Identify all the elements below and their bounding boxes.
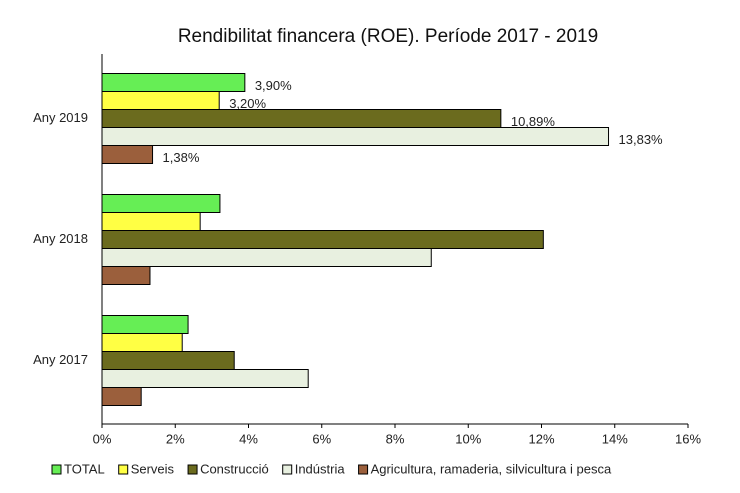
legend-label: TOTAL [64, 461, 105, 476]
legend-swatch [282, 464, 293, 475]
bar [101, 194, 221, 213]
x-tick-label: 14% [602, 431, 628, 446]
bar [101, 351, 235, 370]
x-tick-label: 4% [239, 431, 258, 446]
y-tick-label: Any 2019 [33, 110, 88, 125]
bar [101, 266, 151, 285]
x-tick-label: 6% [312, 431, 331, 446]
bar [101, 230, 544, 249]
legend-swatch [358, 464, 369, 475]
value-label: 1,38% [163, 150, 200, 165]
bar [101, 387, 142, 406]
bar [101, 212, 201, 231]
chart-title: Rendibilitat financera (ROE). Període 20… [178, 26, 598, 47]
legend-swatch [118, 464, 129, 475]
bar [101, 145, 154, 164]
bar [101, 248, 432, 267]
legend-label: Indústria [295, 461, 346, 476]
x-tick-label: 2% [166, 431, 185, 446]
y-tick-label: Any 2017 [33, 352, 88, 367]
bar [101, 315, 189, 334]
bar [101, 73, 246, 92]
bar [101, 333, 183, 352]
x-tick-label: 12% [528, 431, 554, 446]
bar [101, 91, 220, 110]
y-tick-label: Any 2018 [33, 231, 88, 246]
value-label: 13,83% [619, 132, 664, 147]
x-tick-label: 16% [675, 431, 701, 446]
legend-label: Construcció [200, 461, 269, 476]
value-label: 3,90% [255, 78, 292, 93]
bar [101, 109, 502, 128]
legend-label: Serveis [131, 461, 175, 476]
x-tick-label: 0% [93, 431, 112, 446]
bar [101, 369, 309, 388]
value-label: 3,20% [229, 96, 266, 111]
value-label: 10,89% [511, 114, 556, 129]
x-tick-label: 10% [455, 431, 481, 446]
legend-label: Agricultura, ramaderia, silvicultura i p… [371, 461, 612, 476]
legend-swatch [187, 464, 198, 475]
bar [101, 127, 610, 146]
legend-swatch [51, 464, 62, 475]
x-tick-label: 8% [386, 431, 405, 446]
